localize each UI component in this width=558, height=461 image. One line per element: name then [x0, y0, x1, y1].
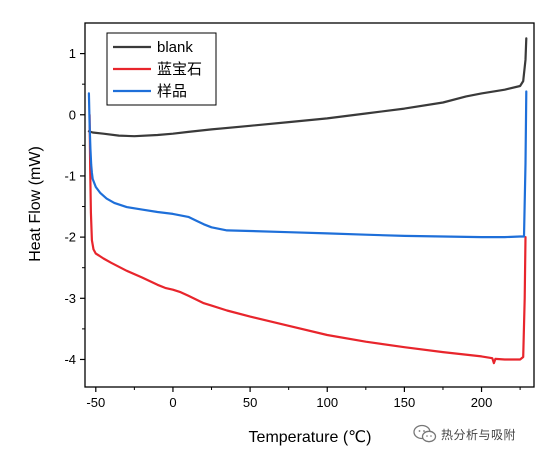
x-tick-label: 150: [394, 395, 416, 410]
x-tick-label: 50: [243, 395, 257, 410]
y-tick-label: -4: [64, 352, 76, 367]
series-line-样品: [87, 90, 528, 239]
y-tick-label: -3: [64, 291, 76, 306]
y-tick-label: 0: [69, 107, 76, 122]
legend-label: 样品: [157, 83, 187, 100]
x-tick-label: 200: [471, 395, 493, 410]
watermark: 热分析与吸附: [413, 422, 516, 446]
y-tick-label: 1: [69, 46, 76, 61]
y-tick-label: -1: [64, 168, 76, 183]
x-tick-label: 0: [169, 395, 176, 410]
wechat-icon: [413, 424, 437, 443]
series-line-蓝宝石: [88, 113, 527, 365]
watermark-text: 热分析与吸附: [441, 427, 517, 442]
x-tick-label: -50: [86, 395, 105, 410]
plot-lines: [87, 37, 528, 365]
plot-frame: [84, 22, 535, 388]
x-axis-label: Temperature (℃): [249, 429, 372, 446]
y-tick-label: -2: [64, 230, 76, 245]
plot-axes: -50 0 50 100 150 200 1 0 -1 -2 -3 -4: [64, 22, 535, 410]
legend-label: 蓝宝石: [157, 61, 202, 78]
y-axis-label: Heat Flow (mW): [27, 146, 44, 262]
x-tick-label: 100: [316, 395, 338, 410]
series-line-blank: [87, 37, 528, 138]
legend-label: blank: [157, 39, 193, 56]
